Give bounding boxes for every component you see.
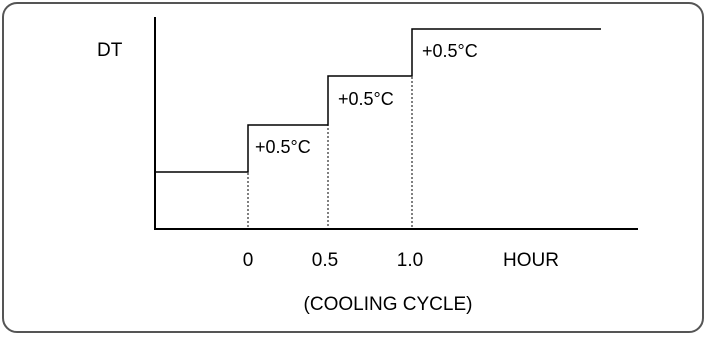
step-label-1: +0.5°C (255, 137, 311, 157)
outer-border (2, 2, 704, 333)
tick-label-0: 0 (243, 250, 254, 271)
tick-label-0-5: 0.5 (312, 250, 338, 271)
step-label-2: +0.5°C (338, 89, 394, 109)
tick-label-1-0: 1.0 (397, 250, 423, 271)
x-axis-label: HOUR (503, 250, 559, 271)
diagram-caption: (COOLING CYCLE) (304, 294, 473, 315)
step-line (155, 28, 601, 173)
step-label-3: +0.5°C (422, 41, 478, 61)
y-axis-label: DT (97, 40, 123, 61)
